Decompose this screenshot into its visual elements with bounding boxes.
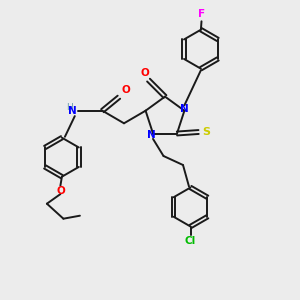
- Text: O: O: [121, 85, 130, 95]
- Text: O: O: [140, 68, 149, 78]
- Text: H: H: [66, 103, 73, 112]
- Text: N: N: [180, 104, 189, 114]
- Text: S: S: [202, 127, 211, 137]
- Text: F: F: [198, 9, 206, 19]
- Text: Cl: Cl: [185, 236, 196, 246]
- Text: N: N: [68, 106, 77, 116]
- Text: N: N: [147, 130, 156, 140]
- Text: O: O: [56, 186, 65, 196]
